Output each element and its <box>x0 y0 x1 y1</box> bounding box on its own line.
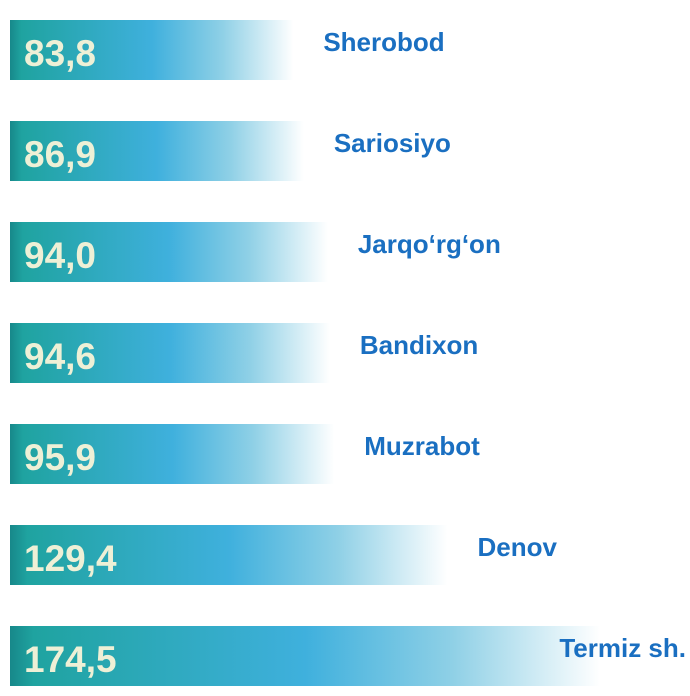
category-label: Sariosiyo <box>334 128 451 158</box>
value-label: 94,0 <box>24 235 96 276</box>
category-label: Denov <box>478 532 558 562</box>
value-label: 94,6 <box>24 336 96 377</box>
category-label: Sherobod <box>323 27 444 57</box>
bar <box>10 121 304 181</box>
value-label: 95,9 <box>24 437 96 478</box>
value-label: 86,9 <box>24 134 96 175</box>
value-label: 83,8 <box>24 33 96 74</box>
bar <box>10 424 335 484</box>
bar <box>10 525 448 585</box>
bar <box>10 222 328 282</box>
bar <box>10 323 330 383</box>
category-label: Termiz sh. <box>559 633 686 663</box>
bar <box>10 20 294 80</box>
bar <box>10 626 600 686</box>
value-label: 129,4 <box>24 538 117 579</box>
category-label: Muzrabot <box>364 431 480 461</box>
value-label: 174,5 <box>24 639 117 680</box>
category-label: Bandixon <box>360 330 478 360</box>
category-label: Jarqo‘rg‘on <box>358 229 501 259</box>
